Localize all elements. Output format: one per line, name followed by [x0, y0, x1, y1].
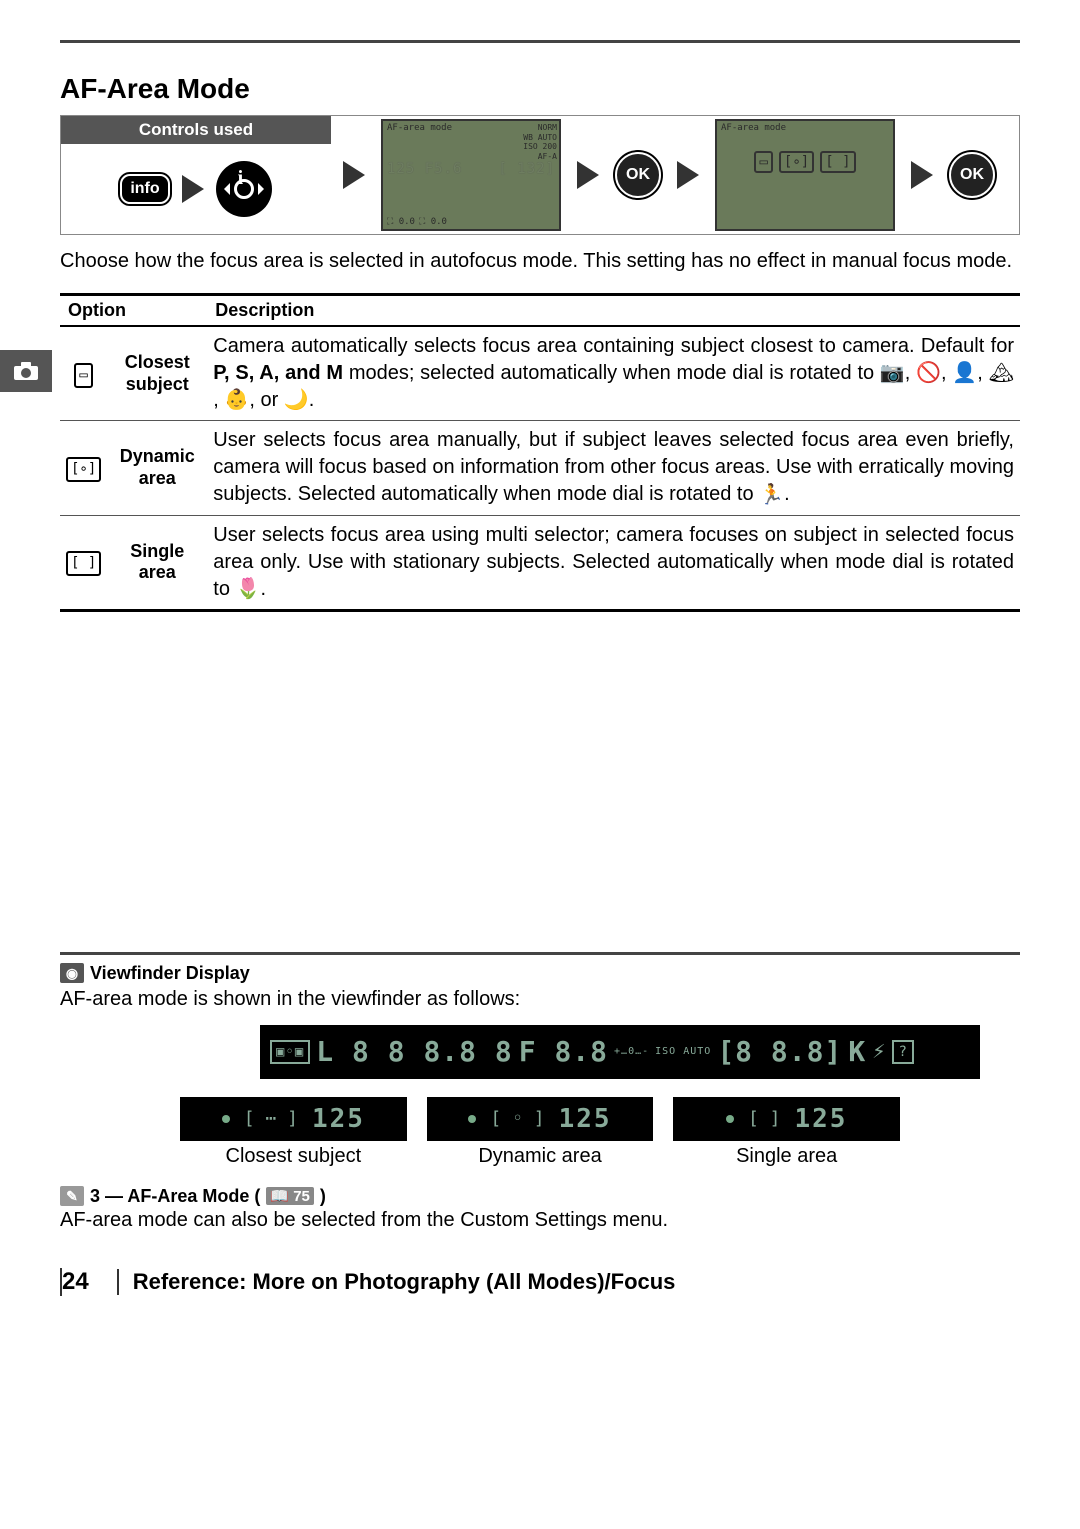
auto-mode-icon: 📷 [880, 360, 905, 387]
table-row: ▭ Closest subject Camera automatically s… [60, 326, 1020, 421]
intro-text: Choose how the focus area is selected in… [60, 247, 1020, 275]
multi-selector[interactable]: i [216, 161, 272, 217]
lcd1-title: AF-area mode [387, 123, 452, 133]
single-area-vf-icon: [ ] [748, 1108, 781, 1129]
ok-button[interactable]: OK [615, 152, 661, 198]
vf-left-seg: L 8 8 8.8 8 [316, 1035, 512, 1068]
flash-off-icon: 🚫 [916, 360, 941, 387]
vf-mode-box: ▣◦▣ [270, 1040, 310, 1064]
vf-scale: +…0…- [614, 1046, 649, 1057]
af-options-table: Option Description ▭ Closest subject Cam… [60, 293, 1020, 612]
pencil-icon: ✎ [60, 1186, 84, 1206]
lcd2-title: AF-area mode [721, 123, 786, 133]
help-icon: ? [892, 1040, 913, 1064]
xref-text: AF-area mode can also be selected from t… [60, 1209, 1020, 1232]
footer-separator [117, 1269, 119, 1295]
dynamic-area-icon: [∘] [66, 457, 101, 482]
opt-name: Single area [107, 515, 207, 610]
flash-icon: ⚡ [872, 1039, 886, 1064]
camera-section-tab [0, 350, 52, 392]
vf-right-seg: [8 8.8] [717, 1035, 842, 1068]
macro-mode-icon: 🌷 [236, 576, 261, 603]
vf-label: Closest subject [180, 1145, 407, 1168]
vf-cell: [ ]125 Single area [673, 1097, 900, 1168]
single-area-icon: [ ] [66, 551, 101, 576]
night-portrait-icon: 🌙 [284, 387, 309, 414]
page-ref-icon: 📖 75 [266, 1187, 314, 1205]
viewfinder-heading: ◉ Viewfinder Display [60, 963, 1020, 984]
dynamic-area-vf-icon: [ ◦ ] [490, 1108, 544, 1129]
sports-mode-icon: 🏃 [759, 482, 784, 509]
ok-button[interactable]: OK [949, 152, 995, 198]
opt-desc: Camera automatically selects focus area … [207, 326, 1020, 421]
page-title: AF-Area Mode [60, 73, 1020, 105]
note-rule [60, 952, 1020, 955]
portrait-mode-icon: 👤 [952, 360, 977, 387]
camera-icon [12, 360, 40, 382]
viewfinder-text: AF-area mode is shown in the viewfinder … [60, 988, 1020, 1011]
child-mode-icon: 👶 [224, 387, 249, 414]
vf-f-seg: F 8.8 [519, 1035, 608, 1068]
lcd1-seg: 125 F5.6 [387, 161, 462, 177]
info-button[interactable]: info [120, 174, 169, 204]
arrow-icon [911, 161, 933, 189]
opt-desc: User selects focus area using multi sele… [207, 515, 1020, 610]
table-row: [∘] Dynamic area User selects focus area… [60, 421, 1020, 515]
arrow-icon [577, 161, 599, 189]
viewfinder-bar: ▣◦▣ L 8 8 8.8 8 F 8.8 +…0…- ISO AUTO [8 … [260, 1025, 980, 1079]
vf-cell: [ ⋯ ]125 Closest subject [180, 1097, 407, 1168]
lcd-screen-1: AF-area mode NORM WB AUTO ISO 200 AF-A 1… [381, 119, 561, 231]
th-option: Option [60, 295, 207, 327]
arrow-icon [182, 175, 204, 203]
footer-text: Reference: More on Photography (All Mode… [133, 1269, 676, 1295]
vf-cell: [ ◦ ]125 Dynamic area [427, 1097, 654, 1168]
controls-strip: Controls used info i AF-area mode NORM W… [60, 115, 1020, 235]
arrow-icon [677, 161, 699, 189]
vf-label: Dynamic area [427, 1145, 654, 1168]
landscape-mode-icon: 🏔 [989, 360, 1014, 387]
th-description: Description [207, 295, 1020, 327]
eye-icon: ◉ [60, 963, 84, 983]
xref-heading: ✎ 3 — AF-Area Mode (📖 75) [60, 1186, 1020, 1207]
viewfinder-modes-row: [ ⋯ ]125 Closest subject [ ◦ ]125 Dynami… [180, 1097, 900, 1168]
opt-name: Dynamic area [107, 421, 207, 515]
page-footer: 24 Reference: More on Photography (All M… [60, 1268, 1020, 1296]
lcd-screen-2: AF-area mode ▭ [∘] [ ] [715, 119, 895, 231]
controls-label: Controls used [61, 116, 331, 144]
opt-desc: User selects focus area manually, but if… [207, 421, 1020, 515]
opt-name: Closest subject [107, 326, 207, 421]
vf-iso: ISO AUTO [655, 1046, 711, 1057]
top-rule [60, 40, 1020, 43]
vf-label: Single area [673, 1145, 900, 1168]
page-number: 24 [62, 1268, 103, 1296]
lcd1-right: NORM WB AUTO ISO 200 AF-A [523, 123, 557, 161]
arrow-icon [343, 161, 365, 189]
closest-subject-icon: ▭ [74, 363, 92, 388]
table-row: [ ] Single area User selects focus area … [60, 515, 1020, 610]
closest-subject-vf-icon: [ ⋯ ] [244, 1108, 298, 1129]
